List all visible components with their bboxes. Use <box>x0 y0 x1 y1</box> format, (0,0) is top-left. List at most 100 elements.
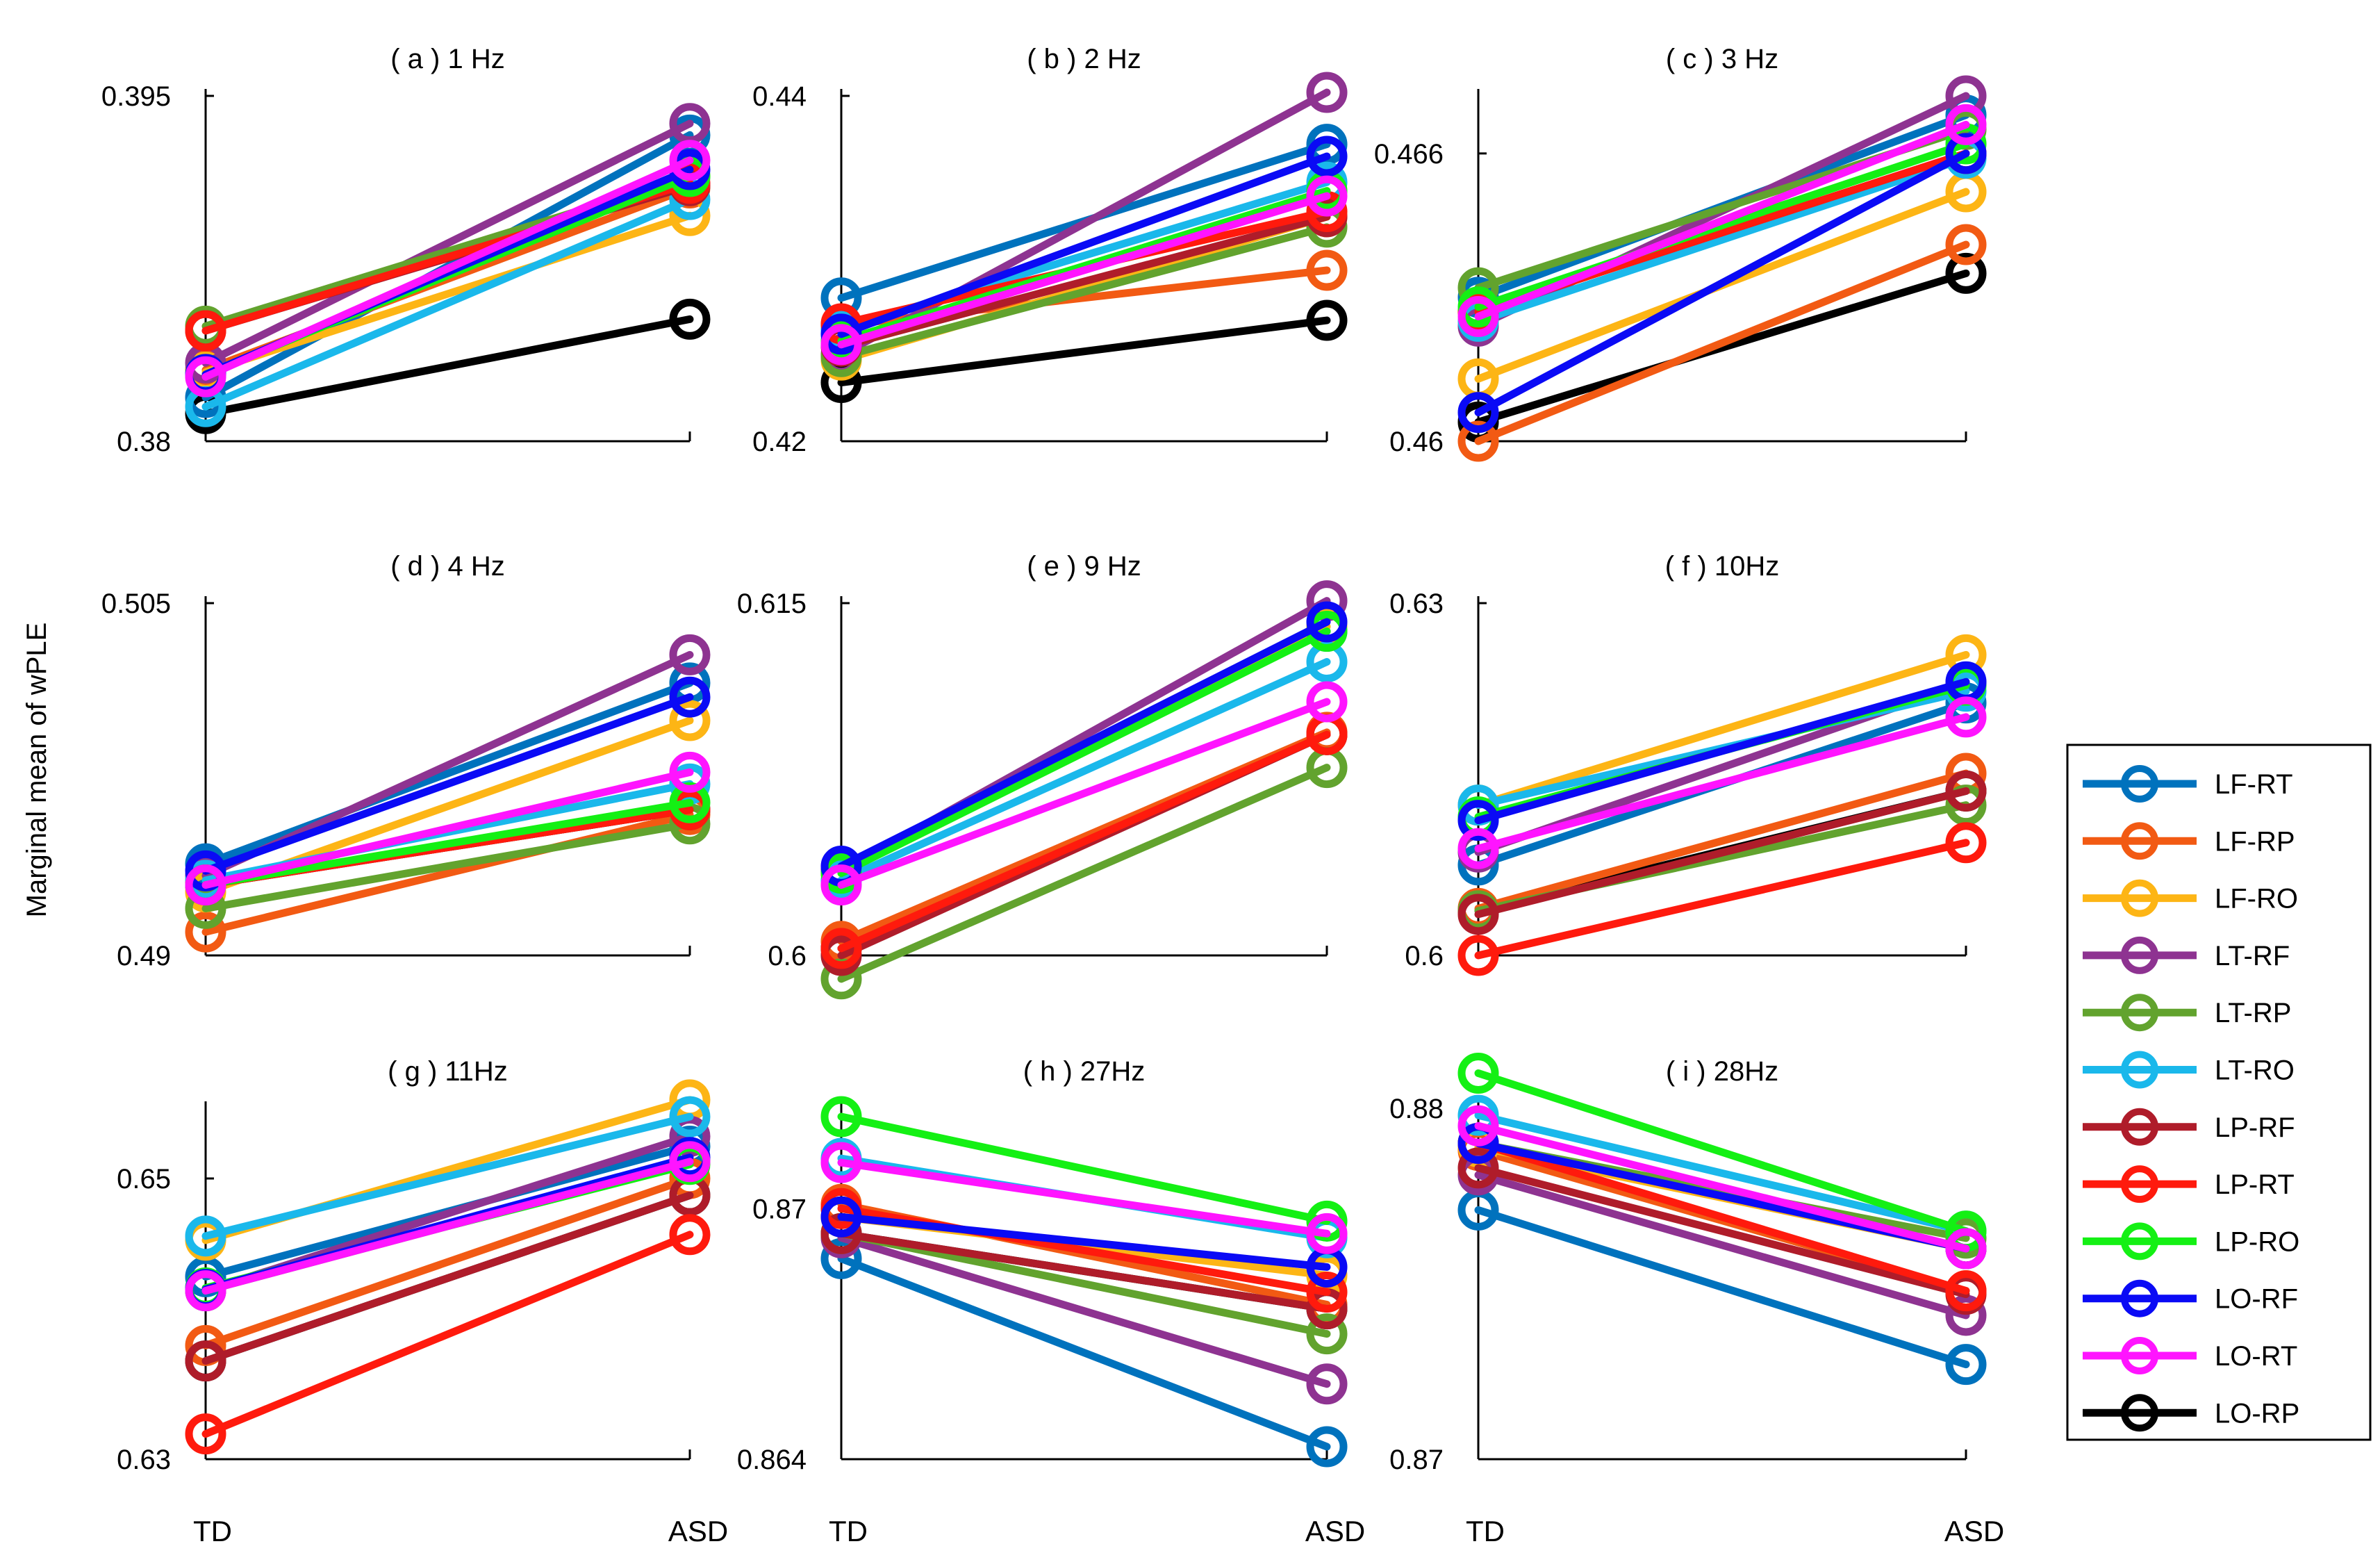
series-lf-rt <box>820 1238 1348 1468</box>
series-lo-rt <box>185 140 711 397</box>
data-point <box>1945 1270 1987 1312</box>
y-tick-label: 0.87 <box>1389 1445 1444 1475</box>
legend-marker <box>2121 1051 2158 1089</box>
series-lo-rt <box>1457 1105 1987 1269</box>
series-line <box>201 315 694 418</box>
series-line <box>837 316 1331 387</box>
chart-title: ( h ) 27Hz <box>1023 1056 1146 1087</box>
y-tick-label: 0.6 <box>1405 941 1444 971</box>
chart-title: ( f ) 10Hz <box>1665 551 1779 582</box>
series-line <box>1474 1111 1970 1235</box>
x-tick-label: TD <box>829 1515 868 1547</box>
data-point <box>1945 133 1987 174</box>
data-point <box>185 1270 226 1312</box>
x-tick-label: TD <box>193 1515 232 1547</box>
series-line <box>201 1174 694 1349</box>
series-lt-rp <box>820 747 1348 1000</box>
series-line <box>1474 240 1970 445</box>
data-point <box>820 928 862 969</box>
chart-title: ( i ) 28Hz <box>1666 1056 1778 1087</box>
legend-label: LO-RF <box>2215 1284 2298 1315</box>
data-point <box>1945 104 1987 145</box>
data-point <box>1945 822 1987 864</box>
chart-panel: ( c ) 3 Hz 0.46 0.466 <box>1374 44 1987 462</box>
legend-label: LF-RO <box>2215 884 2298 914</box>
y-tick-label: 0.63 <box>117 1445 171 1475</box>
series-line <box>1474 839 1970 960</box>
data-point <box>185 310 226 352</box>
data-point <box>669 1141 711 1183</box>
chart-title: ( c ) 3 Hz <box>1666 44 1778 74</box>
series-line <box>837 1229 1331 1338</box>
chart-panel: ( e ) 9 Hz 0.6 0.615 <box>737 551 1348 1000</box>
legend-marker <box>2121 1165 2158 1203</box>
series-line <box>201 1158 694 1295</box>
data-point <box>1306 681 1348 723</box>
series-lp-rt <box>1457 822 1987 976</box>
legend-item: LO-RT <box>2083 1337 2297 1374</box>
chart-panel: ( i ) 28Hz 0.87 0.88 <box>1389 1053 1987 1475</box>
data-point <box>1306 124 1348 165</box>
data-point <box>820 324 862 365</box>
legend-label: LP-RF <box>2215 1112 2295 1143</box>
data-point <box>820 1238 862 1279</box>
data-point <box>1945 252 1987 294</box>
legend-marker <box>2121 822 2158 860</box>
legend-item: LT-RO <box>2083 1051 2295 1089</box>
chart-title: ( a ) 1 Hz <box>390 44 504 74</box>
series-lo-rt <box>820 1142 1348 1254</box>
data-point <box>1457 296 1499 338</box>
data-point <box>185 1413 226 1455</box>
data-point <box>1945 224 1987 265</box>
data-point <box>820 1196 862 1238</box>
data-point <box>1457 828 1499 869</box>
data-point <box>185 1340 226 1382</box>
chart-panel: ( h ) 27Hz 0.864 0.87 <box>737 1056 1348 1475</box>
series-lo-rf <box>820 1196 1348 1288</box>
series-line <box>1474 713 1970 853</box>
series-line <box>837 1158 1331 1238</box>
y-tick-label: 0.88 <box>1389 1094 1444 1124</box>
series-lo-rt <box>185 1141 711 1312</box>
series-line <box>201 1112 694 1240</box>
legend-marker <box>2121 1222 2158 1260</box>
series-lo-rf <box>1457 133 1987 434</box>
chart-panel: ( d ) 4 Hz 0.49 0.505 <box>101 551 711 971</box>
series-line <box>837 618 1331 871</box>
data-point <box>1306 1426 1348 1468</box>
legend-label: LP-RT <box>2215 1169 2295 1200</box>
legend-item: LO-RF <box>2083 1279 2298 1317</box>
y-tick-label: 0.49 <box>117 941 171 971</box>
data-point <box>820 1096 862 1137</box>
y-tick-label: 0.6 <box>768 941 807 971</box>
series-line <box>201 820 694 912</box>
data-point <box>1945 696 1987 738</box>
chart-panel: ( f ) 10Hz 0.6 0.63 <box>1389 551 1987 976</box>
series-line <box>1474 769 1970 912</box>
series-lo-rt <box>1457 104 1987 338</box>
series-lo-rt <box>1457 696 1987 869</box>
data-point <box>1945 1295 1987 1336</box>
data-point <box>1306 175 1348 217</box>
series-line <box>1474 140 1970 311</box>
data-point <box>1457 1105 1499 1147</box>
x-tick-label: ASD <box>668 1515 728 1547</box>
data-point <box>1306 135 1348 177</box>
data-point <box>669 298 711 340</box>
series-line <box>837 1213 1331 1271</box>
y-tick-label: 0.466 <box>1374 139 1444 170</box>
series-lf-rp <box>1457 224 1987 462</box>
legend-marker <box>2121 1337 2158 1374</box>
legend-marker <box>2121 1279 2158 1317</box>
legend-box <box>2066 743 2372 1441</box>
series-line <box>201 120 694 367</box>
y-tick-label: 0.615 <box>737 589 807 619</box>
series-lt-rf <box>185 634 711 896</box>
series-line <box>837 223 1331 361</box>
data-point <box>1945 1228 1987 1269</box>
data-point <box>669 634 711 675</box>
legend-label: LT-RP <box>2215 998 2291 1028</box>
series-line <box>837 1229 1331 1313</box>
data-point <box>1306 1200 1348 1242</box>
series-lo-rt <box>820 175 1348 365</box>
